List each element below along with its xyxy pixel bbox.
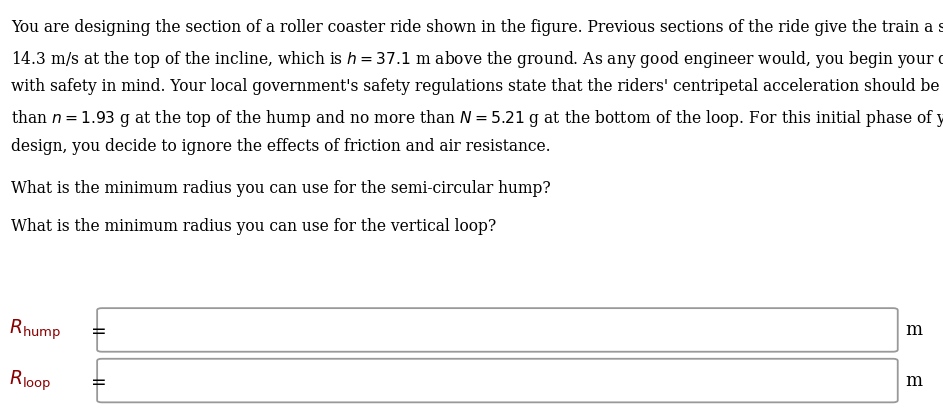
Text: What is the minimum radius you can use for the semi-circular hump?: What is the minimum radius you can use f… xyxy=(11,180,551,197)
FancyBboxPatch shape xyxy=(97,359,898,403)
Text: m: m xyxy=(905,371,922,390)
Text: $=$: $=$ xyxy=(87,371,107,390)
Text: What is the minimum radius you can use for the vertical loop?: What is the minimum radius you can use f… xyxy=(11,218,497,235)
Text: 14.3 m/s at the top of the incline, which is $h = 37.1$ m above the ground. As a: 14.3 m/s at the top of the incline, whic… xyxy=(11,49,943,70)
Text: $R_\mathrm{hump}$: $R_\mathrm{hump}$ xyxy=(9,317,61,342)
Text: than $n = 1.93$ g at the top of the hump and no more than $N = 5.21$ g at the bo: than $n = 1.93$ g at the top of the hump… xyxy=(11,108,943,129)
Text: $=$: $=$ xyxy=(87,321,107,339)
Text: You are designing the section of a roller coaster ride shown in the figure. Prev: You are designing the section of a rolle… xyxy=(11,19,943,36)
FancyBboxPatch shape xyxy=(97,308,898,352)
Text: m: m xyxy=(905,321,922,339)
Text: with safety in mind. Your local government's safety regulations state that the r: with safety in mind. Your local governme… xyxy=(11,78,943,95)
Text: design, you decide to ignore the effects of friction and air resistance.: design, you decide to ignore the effects… xyxy=(11,138,551,155)
Text: $R_\mathrm{loop}$: $R_\mathrm{loop}$ xyxy=(9,368,52,393)
